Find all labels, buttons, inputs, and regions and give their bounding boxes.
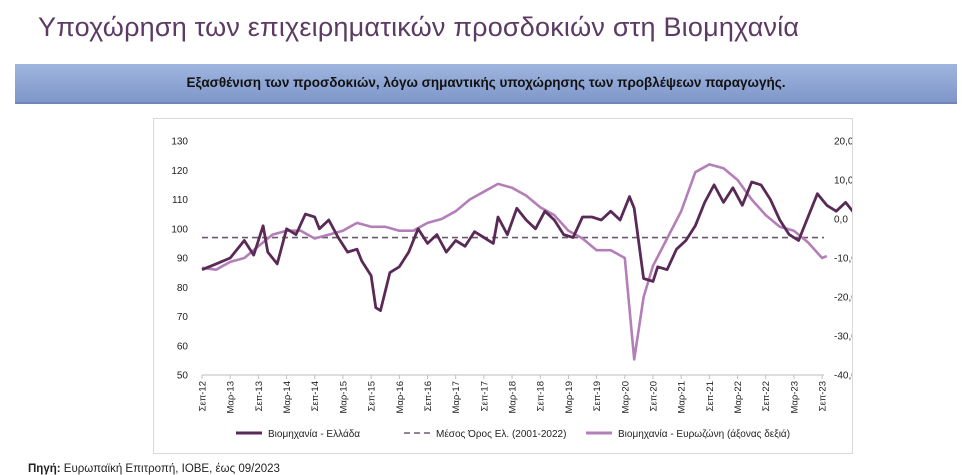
axes-layer: 50 60 70 80 90 100 110 120 130 -40,0 -30,0 -20,0 -10… [171, 137, 857, 414]
y-left-tick-label: 50 [177, 371, 189, 382]
source-text: Ευρωπαϊκή Επιτροπή, ΙΟΒΕ, έως 09/2023 [60, 463, 280, 475]
y-right-tick-label: -40,0 [834, 371, 852, 382]
x-tick-label: Σεπ-20 [648, 381, 659, 411]
x-tick-label: Μαρ-14 [282, 381, 293, 414]
x-tick-label: Σεπ-15 [367, 381, 378, 411]
y-right-tick-label: 10,0 [834, 176, 852, 187]
x-tick-label: Μαρ-16 [395, 381, 406, 414]
y-right-tick-label: -10,0 [834, 254, 852, 265]
x-tick-label: Σεπ-12 [198, 381, 209, 411]
x-tick-label: Μαρ-15 [338, 381, 349, 414]
legend: Βιομηχανία - Ελλάδα Μέσος Όρος Ελ. (2001-… [236, 428, 790, 440]
x-tick-label: Σεπ-14 [310, 381, 321, 411]
page-title: Υποχώρηση των επιχειρηματικών προσδοκιών… [38, 12, 800, 42]
y-left-tick-label: 100 [171, 224, 188, 235]
y-right-tick-label: 0,0 [834, 215, 848, 226]
y-left-tick-label: 120 [171, 166, 188, 177]
x-tick-label: Σεπ-21 [705, 381, 716, 411]
x-tick-label: Σεπ-16 [423, 381, 434, 411]
x-tick-label: Σεπ-18 [536, 381, 547, 411]
y-left-tick-label: 80 [177, 283, 189, 294]
y-left-tick-label: 60 [177, 341, 189, 352]
banner-text: Εξασθένιση των προσδοκιών, λόγω σημαντικ… [186, 75, 786, 90]
legend-label-1: Μέσος Όρος Ελ. (2001-2022) [436, 428, 566, 440]
series-layer [201, 163, 871, 361]
source-note: Πηγή: Ευρωπαϊκή Επιτροπή, ΙΟΒΕ, έως 09/2… [28, 463, 280, 475]
y-right-tick-label: -30,0 [834, 332, 852, 343]
x-tick-label: Μαρ-19 [564, 381, 575, 414]
chart-container: 50 60 70 80 90 100 110 120 130 -40,0 -30,0 -20,0 -10… [153, 118, 871, 454]
x-tick-label: Μαρ-20 [620, 381, 631, 414]
series-greece-line [201, 180, 871, 312]
legend-label-0: Βιομηχανία - Ελλάδα [268, 428, 360, 440]
x-tick-label: Μαρ-18 [508, 381, 519, 414]
x-tick-label: Σεπ-23 [818, 381, 829, 411]
x-tick-label: Σεπ-22 [761, 381, 772, 411]
y-left-tick-label: 110 [172, 195, 188, 206]
summary-banner: Εξασθένιση των προσδοκιών, λόγω σημαντικ… [15, 64, 957, 104]
y-left-tick-label: 70 [177, 312, 189, 323]
x-tick-label: Σεπ-19 [592, 381, 603, 411]
y-right-tick-label: 20,0 [834, 137, 852, 148]
x-tick-label: Μαρ-13 [226, 381, 237, 414]
x-tick-label: Σεπ-13 [254, 381, 265, 411]
series-eurozone-line [201, 163, 828, 361]
x-tick-label: Μαρ-17 [451, 381, 462, 414]
x-tick-label: Μαρ-21 [677, 381, 688, 414]
x-tick-label: Μαρ-23 [789, 381, 800, 414]
x-tick-label: Σεπ-17 [479, 381, 490, 411]
x-tick-label: Μαρ-22 [733, 381, 744, 414]
y-right-tick-label: -20,0 [834, 293, 852, 304]
y-left-tick-label: 130 [171, 137, 188, 148]
y-left-tick-label: 90 [177, 254, 189, 265]
legend-label-2: Βιομηχανία - Ευρωζώνη (άξονας δεξιά) [618, 428, 790, 440]
source-label: Πηγή: [28, 463, 61, 475]
line-chart: 50 60 70 80 90 100 110 120 130 -40,0 -30,0 -20,0 -10… [171, 137, 871, 440]
